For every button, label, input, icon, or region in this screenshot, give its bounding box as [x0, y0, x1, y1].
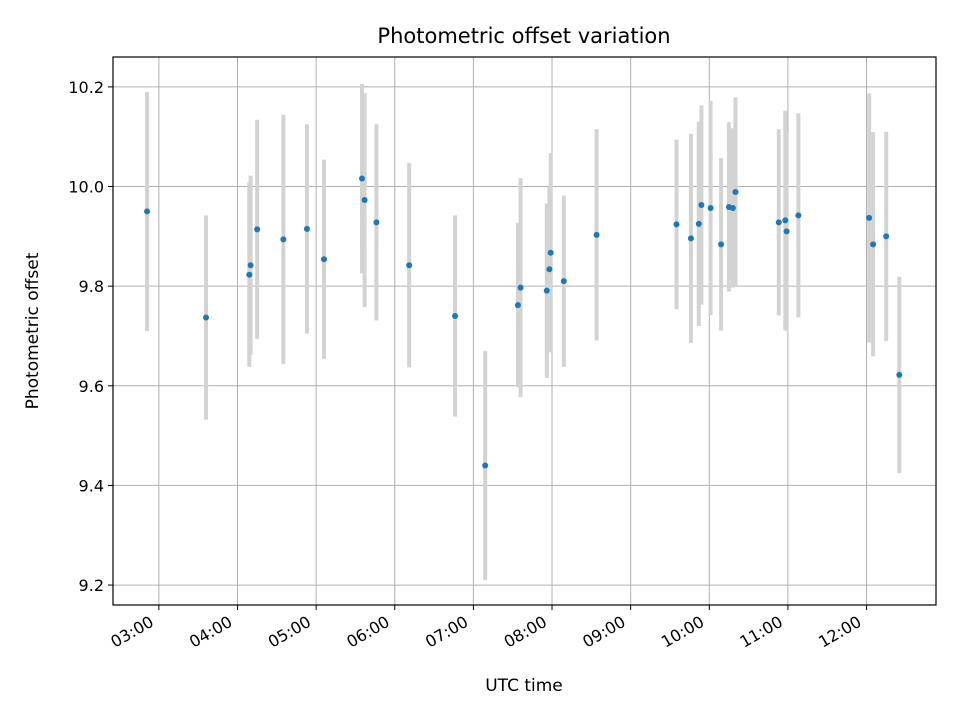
data-point — [783, 228, 790, 235]
x-tick-label: 03:00 — [107, 612, 156, 652]
data-point — [782, 217, 789, 224]
data-point — [452, 313, 459, 320]
data-point — [203, 314, 210, 321]
data-point — [883, 233, 890, 240]
x-tick-label: 04:00 — [186, 612, 235, 652]
x-tick-label: 09:00 — [579, 612, 628, 652]
data-point — [303, 225, 310, 232]
y-tick-label: 9.6 — [79, 377, 104, 396]
grid — [113, 57, 936, 605]
data-point — [870, 241, 877, 248]
error-bars — [145, 83, 902, 581]
data-point — [698, 201, 705, 208]
x-axis-ticks: 03:00 04:00 05:00 06:00 07:00 08:00 09:00 10:00… — [107, 605, 868, 652]
data-point — [546, 266, 553, 273]
y-axis-label: Photometric offset — [23, 252, 43, 409]
chart-title: Photometric offset variation — [377, 24, 670, 48]
y-tick-label: 10.0 — [68, 178, 104, 197]
plot-frame — [112, 56, 937, 606]
data-point — [729, 204, 736, 211]
y-tick-label: 9.8 — [79, 277, 104, 296]
x-tick-label: 12:00 — [815, 612, 864, 652]
x-tick-label: 05:00 — [265, 612, 314, 652]
x-tick-label: 10:00 — [658, 612, 707, 652]
data-point — [593, 231, 600, 238]
data-point — [254, 226, 261, 233]
x-axis-label: UTC time — [485, 676, 563, 696]
data-point — [718, 241, 725, 248]
data-point — [560, 278, 567, 285]
data-point — [280, 236, 287, 243]
data-point — [543, 287, 550, 294]
data-point — [866, 214, 873, 221]
data-point — [695, 220, 702, 227]
data-point — [358, 175, 365, 182]
data-point — [361, 196, 368, 203]
x-tick-label: 06:00 — [343, 612, 392, 652]
data-point — [482, 462, 489, 469]
y-tick-label: 9.4 — [79, 476, 104, 495]
data-points — [144, 175, 903, 469]
data-point — [373, 219, 380, 226]
data-point — [547, 249, 554, 256]
data-point — [896, 371, 903, 378]
y-tick-label: 10.2 — [68, 78, 104, 97]
data-point — [795, 212, 802, 219]
data-point — [406, 262, 413, 269]
x-tick-label: 11:00 — [736, 612, 785, 652]
x-tick-label: 07:00 — [422, 612, 471, 652]
y-axis-ticks: 9.2 9.4 9.6 9.8 10.0 10.2 — [68, 78, 113, 595]
data-point — [687, 235, 694, 242]
data-point — [144, 208, 151, 215]
data-point — [707, 204, 714, 211]
x-tick-label: 08:00 — [501, 612, 550, 652]
data-point — [517, 284, 524, 291]
data-point — [775, 219, 782, 226]
data-point — [320, 256, 327, 263]
y-tick-label: 9.2 — [79, 576, 104, 595]
data-point — [514, 302, 521, 309]
data-point — [673, 221, 680, 228]
data-point — [246, 271, 253, 278]
data-point — [247, 262, 254, 269]
data-point — [732, 189, 739, 196]
